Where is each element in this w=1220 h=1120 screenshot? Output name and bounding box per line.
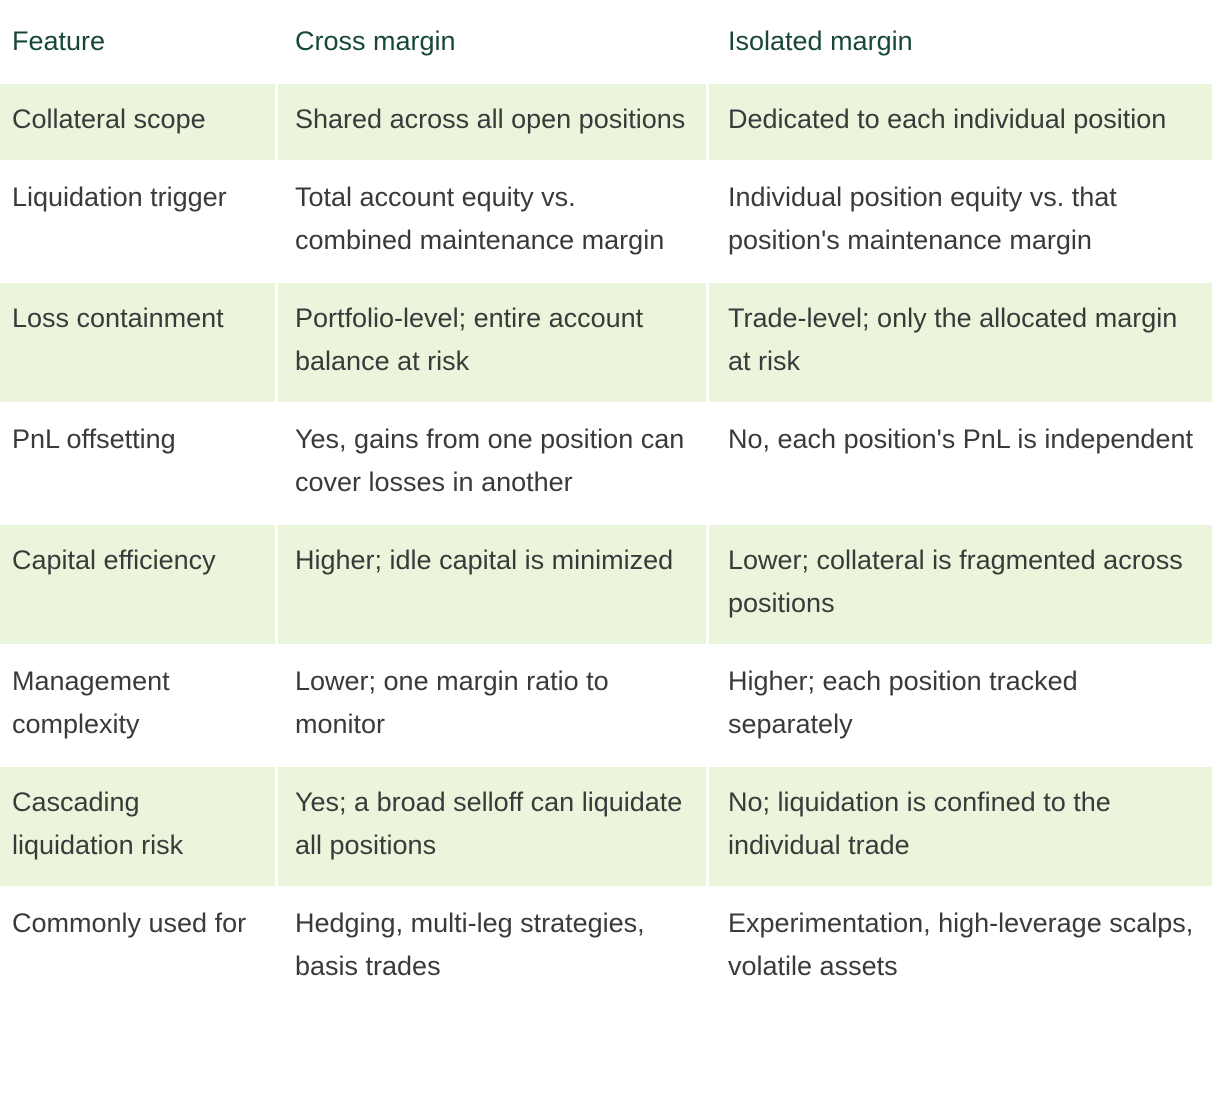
table-cell: Total account equity vs. combined mainte… xyxy=(295,182,665,255)
table-cell: Shared across all open positions xyxy=(278,84,706,160)
row-label: Commonly used for xyxy=(12,908,247,938)
table-cell: Yes, gains from one position can cover l… xyxy=(295,424,685,497)
row-label: Cascading liquidation risk xyxy=(0,767,275,886)
row-label: PnL offsetting xyxy=(12,424,176,454)
table-cell: Lower; collateral is fragmented across p… xyxy=(709,525,1212,644)
row-label: Capital efficiency xyxy=(0,525,275,644)
table-cell: Experimentation, high-leverage scalps, v… xyxy=(728,908,1194,981)
table-cell: Higher; each position tracked separately xyxy=(728,666,1078,739)
row-label: Liquidation trigger xyxy=(12,182,227,212)
table-cell: No; liquidation is confined to the indiv… xyxy=(709,767,1212,886)
table-cell: Higher; idle capital is minimized xyxy=(278,525,706,644)
header-cell: Cross margin xyxy=(295,26,456,56)
table-cell: Hedging, multi-leg strategies, basis tra… xyxy=(295,908,645,981)
table-cell: Individual position equity vs. that posi… xyxy=(728,182,1117,255)
row-label: Loss containment xyxy=(0,283,275,402)
comparison-table: Feature Cross margin Isolated margin Collat… xyxy=(0,26,1212,981)
header-cell: Feature xyxy=(12,26,106,56)
table-cell: Yes; a broad selloff can liquidate all p… xyxy=(278,767,706,886)
table-cell: Dedicated to each individual position xyxy=(709,84,1212,160)
table-cell: Portfolio-level; entire account balance … xyxy=(278,283,706,402)
table-cell: Lower; one margin ratio to monitor xyxy=(295,666,609,739)
table-cell: No, each position's PnL is independent xyxy=(728,424,1193,454)
header-cell: Isolated margin xyxy=(728,26,913,56)
table-cell: Trade-level; only the allocated margin a… xyxy=(709,283,1212,402)
row-label: Management complexity xyxy=(12,666,170,739)
row-label: Collateral scope xyxy=(0,84,275,160)
